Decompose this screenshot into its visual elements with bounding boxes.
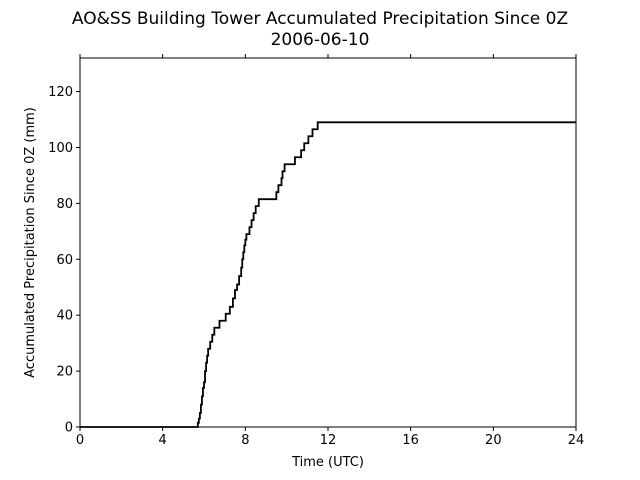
x-tick-label: 4 — [159, 433, 167, 448]
x-tick-label: 0 — [76, 433, 84, 448]
chart-title: AO&SS Building Tower Accumulated Precipi… — [72, 9, 568, 29]
y-tick-label: 0 — [65, 421, 73, 436]
x-tick-label: 8 — [241, 433, 249, 448]
y-tick-label: 100 — [48, 141, 73, 156]
y-tick-label: 60 — [56, 253, 73, 268]
y-tick-label: 120 — [48, 85, 73, 100]
chart-subtitle: 2006-06-10 — [271, 30, 370, 50]
y-tick-label: 80 — [56, 197, 73, 212]
plot-area: 0 4 8 12 16 20 24 0 20 40 60 80 100 120 — [48, 54, 584, 448]
x-tick-label: 12 — [320, 433, 337, 448]
x-tick-label: 16 — [402, 433, 419, 448]
y-tick-label: 40 — [56, 309, 73, 324]
plot-frame — [79, 57, 577, 428]
y-axis-label: Accumulated Precipitation Since 0Z (mm) — [23, 107, 38, 378]
x-tick-label: 24 — [568, 433, 585, 448]
x-axis-label: Time (UTC) — [291, 455, 364, 470]
y-tick-label: 20 — [56, 365, 73, 380]
x-tick-label: 20 — [485, 433, 502, 448]
precipitation-series-line — [80, 121, 576, 428]
